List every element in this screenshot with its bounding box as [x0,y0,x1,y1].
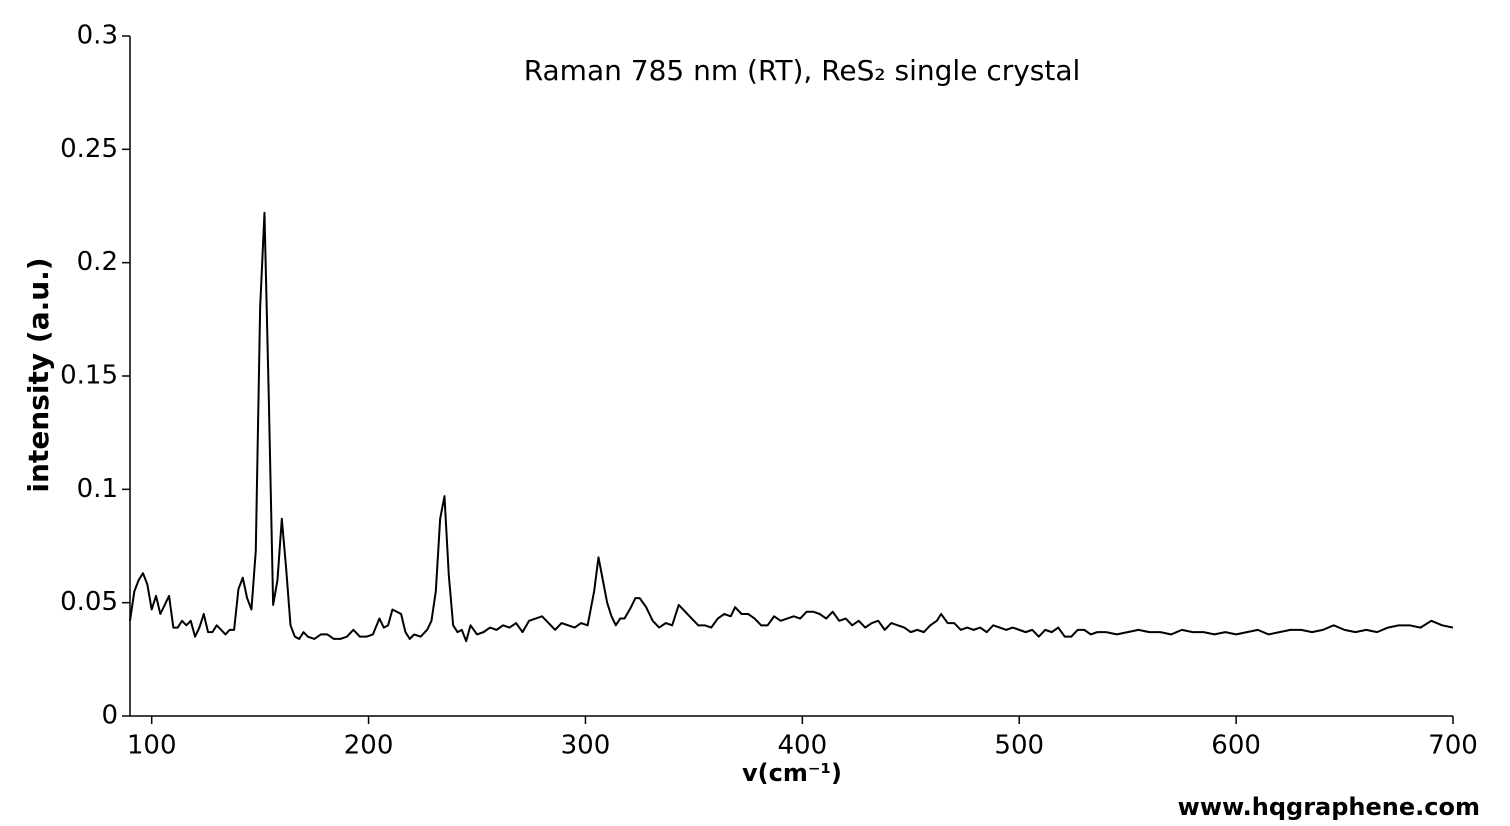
x-tick-label: 600 [1211,731,1261,761]
y-tick-label: 0.05 [60,587,118,617]
y-axis-label: intensity (a.u.) [22,257,55,492]
y-tick-label: 0.3 [77,21,118,51]
x-tick-label: 200 [344,731,394,761]
x-tick-label: 300 [561,731,611,761]
x-tick-label: 700 [1428,731,1478,761]
spectrum-line [129,211,1454,643]
x-tick-label: 400 [778,731,828,761]
y-tick-label: 0.2 [77,247,118,277]
y-tick-label: 0 [101,701,118,731]
watermark: www.hqgraphene.com [1178,793,1480,821]
chart-title: Raman 785 nm (RT), ReS₂ single crystal [524,54,1081,87]
y-tick-label: 0.25 [60,134,118,164]
y-tick-label: 0.1 [77,474,118,504]
x-tick-label: 100 [127,731,177,761]
x-tick-label: 500 [994,731,1044,761]
y-tick-label: 0.15 [60,361,118,391]
x-axis-label: v(cm⁻¹) [742,759,842,787]
